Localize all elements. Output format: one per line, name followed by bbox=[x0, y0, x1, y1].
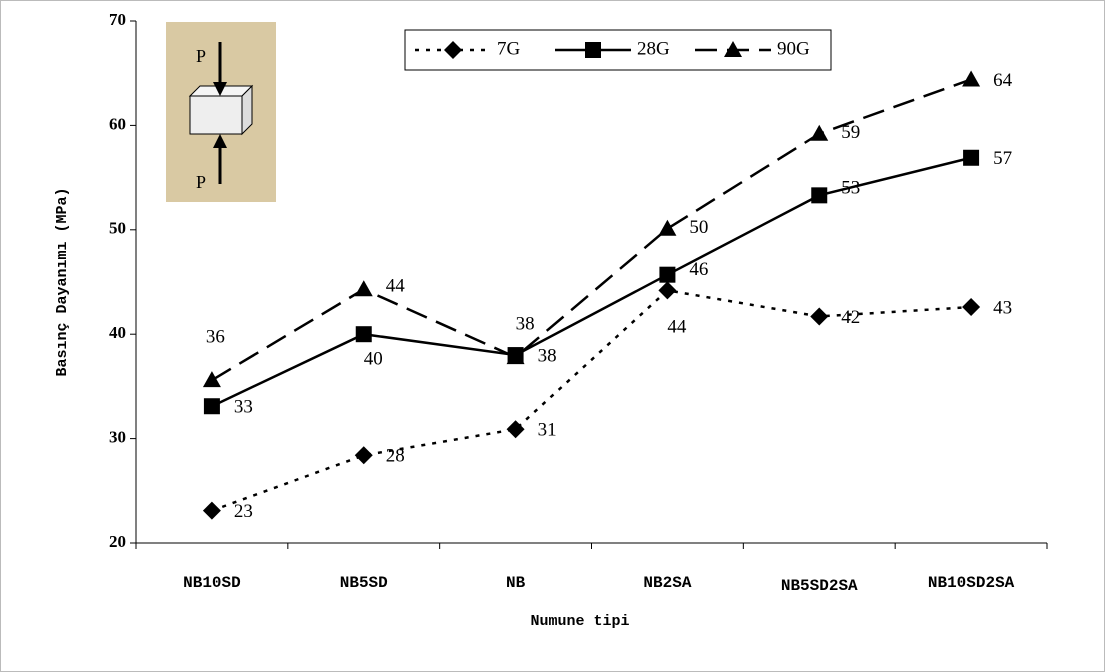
y-tick-label: 60 bbox=[109, 114, 126, 133]
cube-front bbox=[190, 96, 242, 134]
x-tick-label: NB5SD bbox=[340, 574, 388, 592]
data-label: 28 bbox=[386, 446, 405, 467]
data-label: 38 bbox=[538, 345, 557, 366]
x-axis-title: Numune tipi bbox=[530, 613, 629, 630]
data-label: 23 bbox=[234, 501, 253, 522]
legend-label: 90G bbox=[777, 38, 810, 59]
data-label: 44 bbox=[667, 317, 687, 338]
x-tick-label: NB2SA bbox=[643, 574, 691, 592]
data-label: 43 bbox=[993, 297, 1012, 318]
y-tick-label: 70 bbox=[109, 10, 126, 29]
x-tick-label: NB bbox=[506, 574, 526, 592]
data-label: 50 bbox=[689, 217, 708, 238]
inset-label: P bbox=[196, 172, 206, 192]
data-label: 36 bbox=[206, 326, 225, 347]
marker bbox=[659, 267, 675, 283]
y-tick-label: 30 bbox=[109, 428, 126, 447]
data-label: 57 bbox=[993, 148, 1012, 169]
x-tick-label: NB10SD bbox=[183, 574, 241, 592]
x-tick-label: NB5SD2SA bbox=[781, 577, 858, 595]
marker bbox=[356, 326, 372, 342]
marker bbox=[963, 150, 979, 166]
legend-label: 28G bbox=[637, 38, 670, 59]
data-label: 59 bbox=[841, 122, 860, 143]
marker bbox=[585, 42, 601, 58]
y-tick-label: 50 bbox=[109, 219, 126, 238]
data-label: 42 bbox=[841, 307, 860, 328]
data-label: 33 bbox=[234, 397, 253, 418]
x-tick-label: NB10SD2SA bbox=[928, 574, 1015, 592]
data-label: 46 bbox=[689, 259, 708, 280]
inset: P P bbox=[166, 22, 276, 202]
data-label: 40 bbox=[364, 349, 383, 370]
data-label: 31 bbox=[538, 420, 557, 441]
data-label: 44 bbox=[386, 276, 406, 297]
marker bbox=[811, 187, 827, 203]
data-label: 38 bbox=[516, 314, 535, 335]
y-tick-label: 40 bbox=[109, 323, 126, 342]
y-tick-label: 20 bbox=[109, 532, 126, 551]
data-label: 53 bbox=[841, 178, 860, 199]
data-label: 64 bbox=[993, 70, 1013, 91]
chart: P P Numune tipi Basınç Dayanımı (MPa) 20… bbox=[0, 0, 1105, 672]
inset-label: P bbox=[196, 46, 206, 66]
marker bbox=[204, 398, 220, 414]
legend-label: 7G bbox=[497, 38, 521, 59]
y-axis-title: Basınç Dayanımı (MPa) bbox=[54, 187, 71, 376]
